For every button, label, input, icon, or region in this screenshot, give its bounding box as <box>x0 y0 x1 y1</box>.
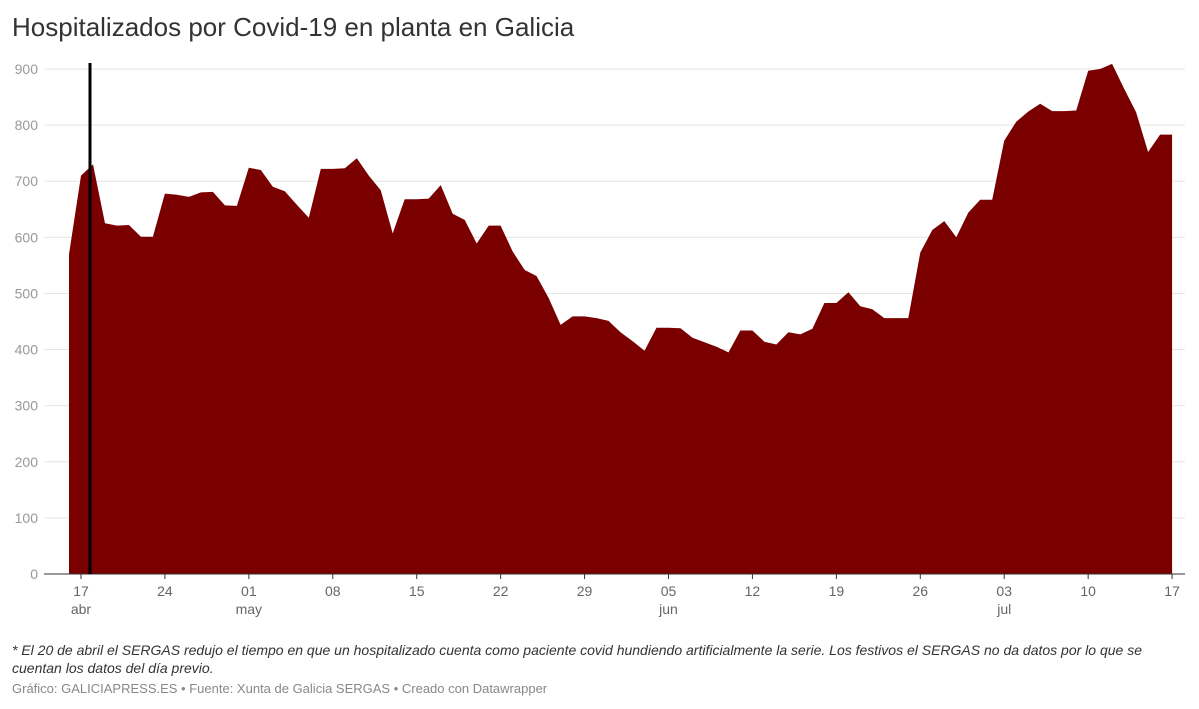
chart-credit: Gráfico: GALICIAPRESS.ES • Fuente: Xunta… <box>12 681 548 696</box>
x-tick-label: 12 <box>745 583 761 599</box>
x-tick-label: 29 <box>577 583 593 599</box>
y-tick-label: 200 <box>15 454 39 470</box>
x-tick-label: 26 <box>913 583 929 599</box>
y-tick-label: 0 <box>30 566 38 582</box>
y-tick-label: 600 <box>15 229 39 245</box>
x-tick-label: 22 <box>493 583 509 599</box>
y-tick-label: 500 <box>15 285 39 301</box>
x-tick-month: jul <box>996 601 1011 617</box>
y-tick-label: 300 <box>15 398 39 414</box>
x-tick-label: 10 <box>1080 583 1096 599</box>
x-tick-label: 19 <box>829 583 845 599</box>
y-tick-label: 900 <box>15 61 39 77</box>
chart-title: Hospitalizados por Covid-19 en planta en… <box>12 12 575 42</box>
x-tick-label: 08 <box>325 583 341 599</box>
y-tick-label: 800 <box>15 117 39 133</box>
x-tick-month: abr <box>71 601 92 617</box>
chart-note: * El 20 de abril el SERGAS redujo el tie… <box>12 642 1143 676</box>
x-tick-month: jun <box>658 601 678 617</box>
x-tick-label: 15 <box>409 583 425 599</box>
x-tick-label: 24 <box>157 583 173 599</box>
area-series <box>69 63 1173 575</box>
x-tick-month: may <box>236 601 262 617</box>
x-tick-label: 05 <box>661 583 677 599</box>
x-tick-label: 17 <box>1164 583 1180 599</box>
x-tick-label: 03 <box>996 583 1012 599</box>
y-tick-label: 700 <box>15 173 39 189</box>
x-tick-label: 17 <box>73 583 89 599</box>
y-tick-label: 100 <box>15 510 39 526</box>
x-tick-label: 01 <box>241 583 257 599</box>
y-tick-label: 400 <box>15 342 39 358</box>
